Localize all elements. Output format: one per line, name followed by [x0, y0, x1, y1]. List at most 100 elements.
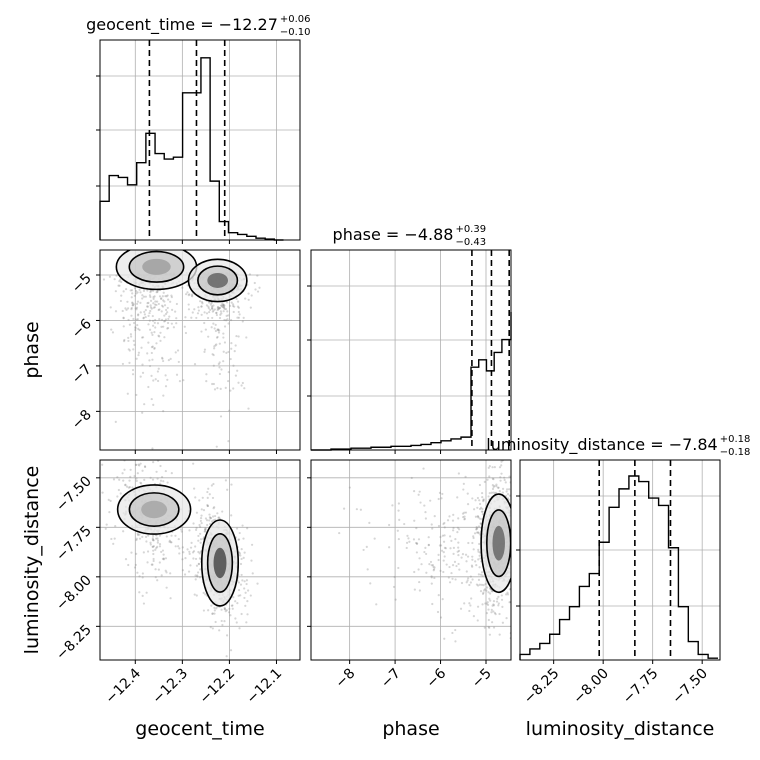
scatter-point	[230, 301, 233, 304]
title-phase: phase = −4.88 +0.39 −0.43	[333, 224, 487, 248]
scatter-point	[494, 613, 497, 616]
scatter-point	[141, 535, 144, 538]
scatter-point	[415, 551, 418, 554]
scatter-point	[127, 486, 130, 489]
scatter-point	[158, 542, 162, 546]
scatter-point	[481, 510, 484, 513]
scatter-point	[240, 548, 243, 551]
scatter-point	[461, 512, 465, 515]
scatter-point	[451, 519, 455, 522]
scatter-point	[133, 321, 136, 325]
scatter-point	[236, 305, 240, 308]
scatter-point	[490, 491, 493, 494]
scatter-point	[485, 589, 488, 592]
scatter-point	[476, 584, 480, 587]
scatter-point	[394, 598, 397, 601]
scatter-point	[456, 550, 459, 553]
scatter-point	[204, 593, 207, 596]
scatter-point	[159, 339, 162, 342]
scatter-point	[191, 295, 194, 298]
scatter-point	[460, 556, 463, 559]
scatter-point	[235, 527, 239, 530]
scatter-point	[198, 576, 202, 579]
scatter-point	[158, 561, 161, 564]
scatter-point	[216, 387, 219, 390]
scatter-point	[143, 465, 147, 468]
scatter-point	[141, 336, 145, 339]
scatter-point	[211, 307, 214, 310]
scatter-point	[473, 532, 477, 535]
scatter-point	[152, 539, 155, 542]
scatter-point	[501, 487, 505, 490]
scatter-point	[175, 373, 179, 376]
scatter-point	[227, 370, 230, 374]
scatter-point	[193, 363, 197, 366]
scatter-point	[484, 602, 487, 605]
scatter-point	[513, 528, 515, 530]
scatter-point	[483, 588, 487, 591]
scatter-point	[127, 453, 129, 455]
scatter-point	[232, 364, 235, 367]
scatter-point	[248, 273, 252, 276]
scatter-point	[215, 343, 218, 346]
scatter-point	[144, 295, 147, 298]
scatter-point	[139, 375, 142, 378]
scatter-point	[154, 326, 157, 329]
scatter-point	[197, 562, 201, 566]
scatter-point	[206, 504, 209, 508]
scatter-point	[222, 350, 225, 353]
scatter-point	[147, 323, 150, 326]
scatter-point	[122, 479, 125, 482]
scatter-point	[451, 631, 454, 635]
scatter-point	[225, 655, 228, 658]
scatter-point	[163, 319, 167, 323]
x-axis-label-luminosity_distance: luminosity_distance	[526, 718, 715, 740]
scatter-point	[203, 528, 207, 531]
scatter-point	[105, 523, 108, 526]
scatter-point	[156, 541, 159, 544]
scatter-point	[189, 546, 193, 549]
scatter-point	[517, 493, 519, 495]
scatter-point	[216, 335, 219, 339]
scatter-point	[418, 557, 421, 560]
scatter-point	[250, 559, 253, 562]
scatter-point	[156, 537, 159, 540]
title-plus-luminosity_distance: +0.18	[720, 434, 751, 445]
scatter-point	[516, 552, 518, 554]
scatter-point	[142, 289, 146, 292]
scatter-point	[161, 557, 165, 560]
scatter-point	[150, 563, 153, 566]
scatter-point	[126, 455, 128, 457]
scatter-point	[157, 302, 160, 306]
scatter-point	[506, 492, 510, 496]
scatter-point	[247, 407, 250, 410]
scatter-point	[236, 316, 239, 319]
scatter-point	[200, 301, 204, 304]
scatter-point	[200, 330, 203, 333]
scatter-point	[478, 566, 481, 569]
scatter-point	[415, 541, 418, 545]
scatter-point	[465, 560, 468, 563]
scatter-point	[512, 561, 514, 563]
scatter-point	[148, 359, 151, 362]
scatter-point	[128, 479, 131, 482]
scatter-point	[224, 386, 227, 389]
panel-frame	[99, 249, 301, 451]
scatter-point	[146, 561, 149, 564]
scatter-point	[497, 486, 500, 489]
scatter-point	[184, 316, 187, 319]
scatter-point	[171, 308, 174, 312]
scatter-point	[475, 563, 478, 567]
scatter-point	[235, 621, 238, 624]
scatter-point	[513, 523, 515, 525]
scatter-point	[206, 503, 209, 507]
x-tick-label-phase: −8	[333, 666, 359, 692]
scatter-point	[483, 626, 486, 629]
scatter-point	[514, 544, 516, 546]
scatter-point	[144, 535, 148, 538]
scatter-point	[148, 319, 151, 322]
scatter-point	[430, 564, 433, 567]
scatter-point	[195, 526, 198, 530]
scatter-point	[478, 554, 481, 557]
scatter-point	[211, 382, 214, 386]
